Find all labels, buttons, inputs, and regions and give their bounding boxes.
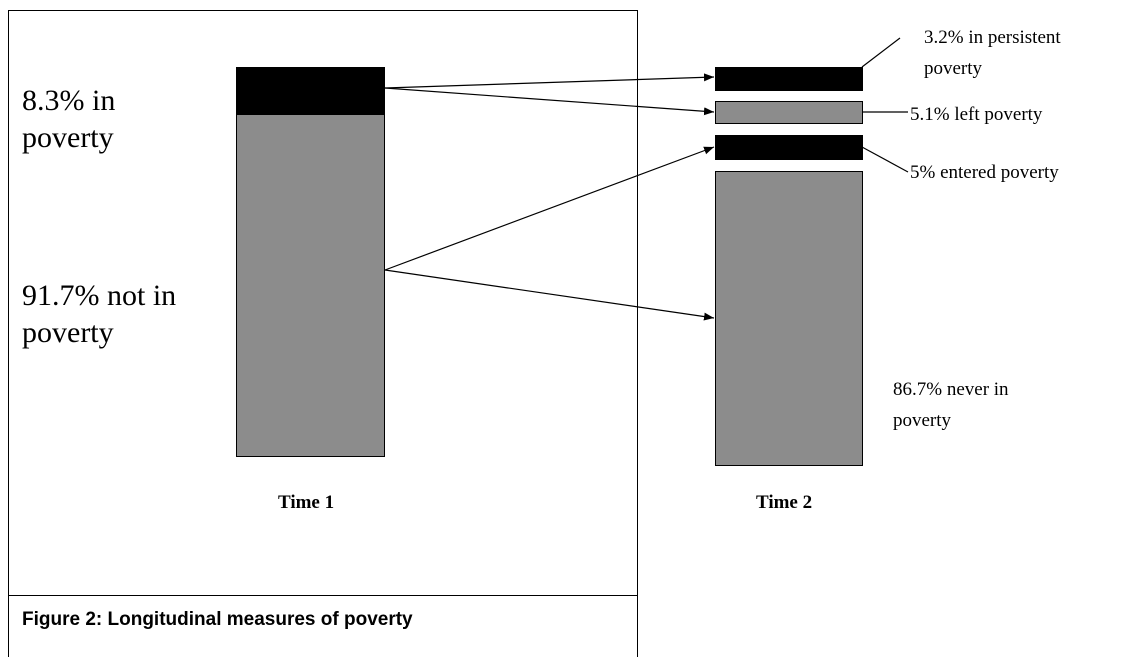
segment-label: 86.7% never in poverty bbox=[893, 379, 1009, 431]
left-segment bbox=[715, 101, 863, 124]
segment-label: 5.1% left poverty bbox=[910, 104, 1043, 125]
arrow bbox=[384, 269, 715, 321]
segment-label: 3.2% in persistent poverty bbox=[924, 27, 1061, 79]
connector bbox=[861, 37, 901, 68]
never-segment bbox=[715, 171, 863, 466]
persistent-segment bbox=[715, 67, 863, 91]
arrow bbox=[384, 87, 715, 116]
arrow bbox=[384, 146, 715, 271]
not-poverty-segment bbox=[236, 114, 385, 457]
segment-label: 5% entered poverty bbox=[910, 162, 1059, 183]
time-label: Time 2 bbox=[756, 492, 813, 513]
entered-segment bbox=[715, 135, 863, 160]
segment-label: 91.7% not in poverty bbox=[22, 279, 177, 349]
time-label: Time 1 bbox=[278, 492, 335, 513]
connector bbox=[861, 146, 909, 173]
poverty-segment bbox=[236, 67, 385, 115]
segment-label: 8.3% in poverty bbox=[22, 84, 116, 154]
frame bbox=[8, 10, 638, 657]
arrow bbox=[384, 73, 715, 89]
caption: Figure 2: Longitudinal measures of pover… bbox=[22, 609, 413, 630]
